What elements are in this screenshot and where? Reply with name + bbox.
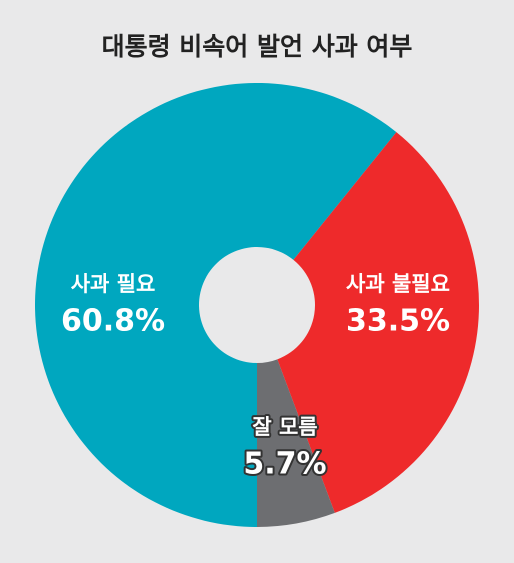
slice-label: 사과 불필요	[346, 272, 450, 296]
donut-slice	[35, 83, 397, 527]
slice-label: 사과 필요	[71, 272, 156, 296]
slice-label: 잘 모름	[252, 415, 317, 439]
slice-value: 33.5%	[346, 304, 450, 339]
donut-slice	[277, 132, 479, 513]
chart-title: 대통령 비속어 발언 사과 여부	[102, 32, 413, 61]
slice-value: 60.8%	[61, 304, 165, 339]
slice-value: 5.7%	[243, 447, 326, 482]
donut-slice	[257, 359, 335, 527]
